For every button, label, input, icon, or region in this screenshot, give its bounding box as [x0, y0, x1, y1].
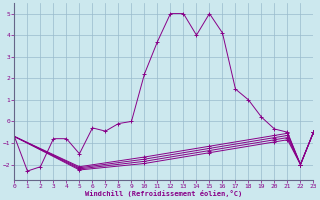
X-axis label: Windchill (Refroidissement éolien,°C): Windchill (Refroidissement éolien,°C) — [85, 190, 243, 197]
